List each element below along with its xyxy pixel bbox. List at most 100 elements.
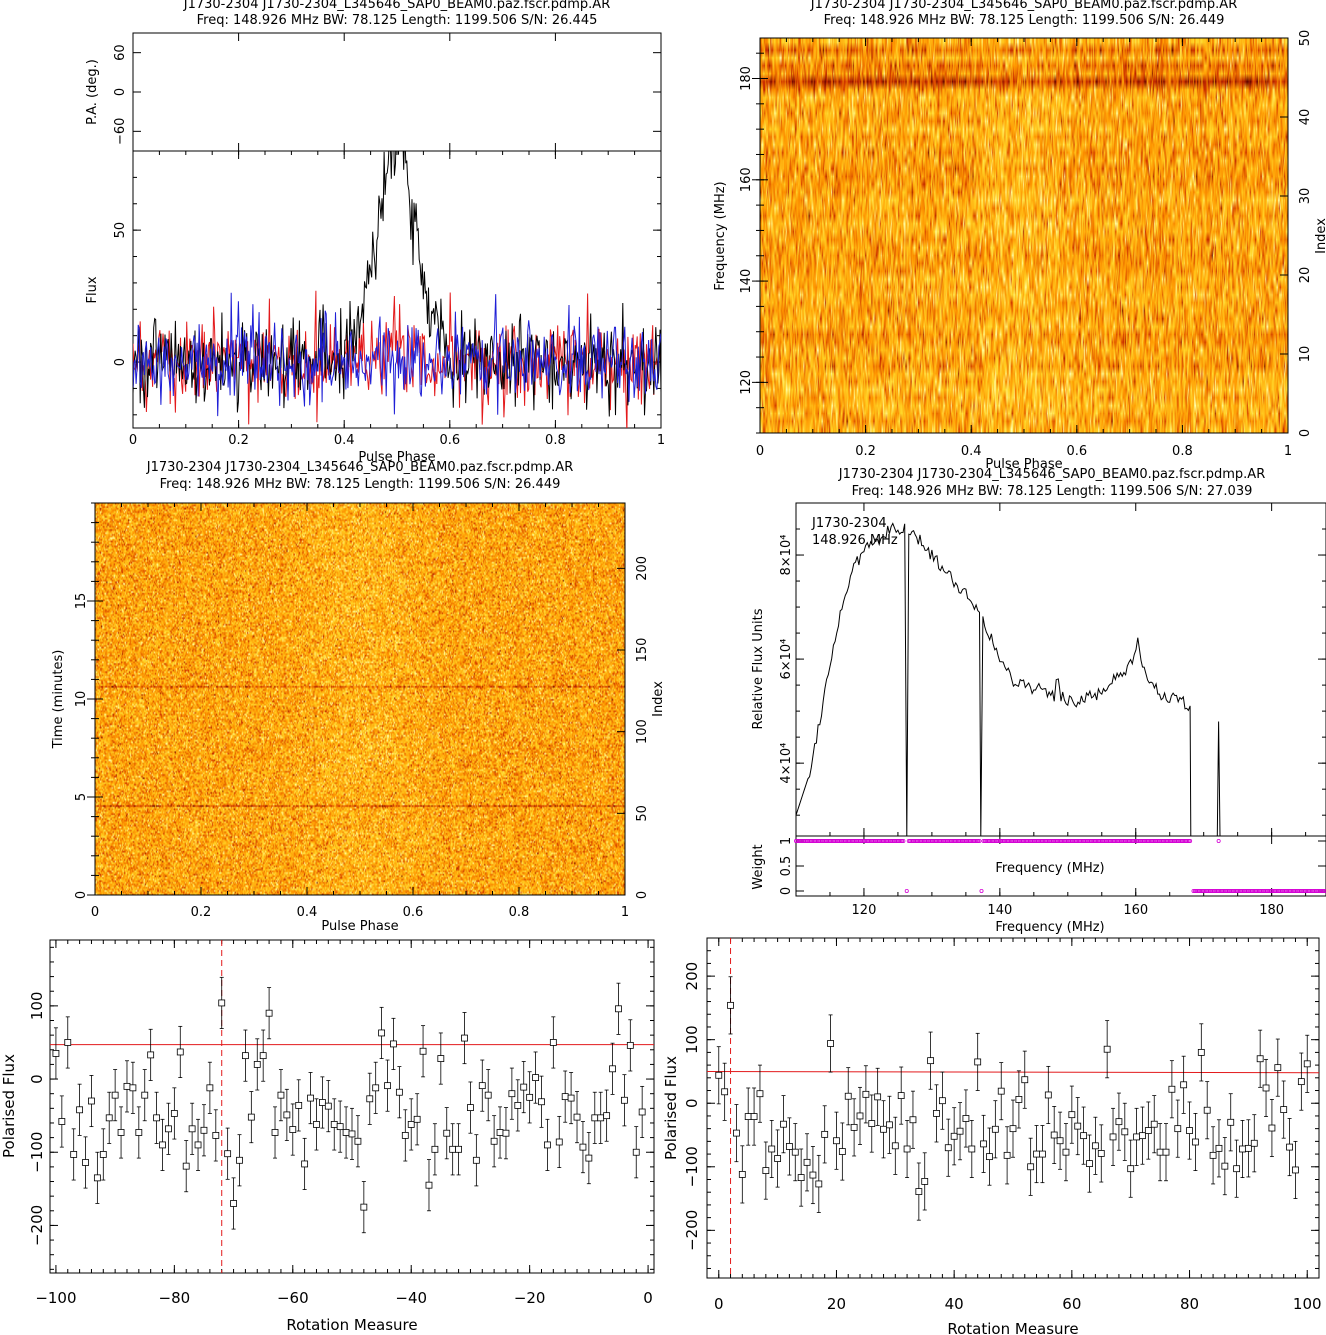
rm-data-point bbox=[324, 1102, 332, 1110]
rm-data-point bbox=[844, 1092, 852, 1100]
rm-data-point bbox=[938, 1097, 946, 1105]
rm-data-point bbox=[1256, 1055, 1264, 1063]
weight-marker bbox=[1248, 889, 1253, 894]
weight-marker bbox=[1110, 839, 1115, 844]
y-tick-label: 0 bbox=[28, 1074, 46, 1084]
weight-marker bbox=[1266, 889, 1271, 894]
weight-marker bbox=[917, 839, 922, 844]
rm-data-point bbox=[1168, 1085, 1176, 1093]
rm-data-point bbox=[467, 1104, 474, 1111]
weight-marker bbox=[1144, 839, 1149, 844]
weight-marker bbox=[959, 839, 964, 844]
weight-marker bbox=[830, 839, 835, 844]
bandpass-panel: J1730-2304 J1730-2304_L345646_SAP0_BEAM0… bbox=[751, 467, 1326, 935]
weight-marker bbox=[1046, 839, 1051, 844]
weight-marker bbox=[1076, 839, 1081, 844]
weight-marker bbox=[1260, 889, 1265, 894]
weight-marker bbox=[1186, 839, 1191, 844]
bandpass-frame bbox=[795, 502, 1326, 837]
rm-data-point bbox=[295, 1102, 303, 1109]
rm-data-point bbox=[974, 1058, 982, 1066]
weight-marker bbox=[1102, 839, 1107, 844]
weight-marker bbox=[923, 839, 928, 844]
x-tick-label: 0.4 bbox=[334, 433, 355, 448]
rm-data-point bbox=[354, 1137, 362, 1145]
rm-data-point bbox=[1192, 1138, 1199, 1146]
rm-data-point bbox=[1115, 1118, 1123, 1126]
rm-data-point bbox=[93, 1174, 101, 1182]
right-y-tick-label: 50 bbox=[635, 805, 650, 822]
rm-data-point bbox=[1292, 1166, 1299, 1174]
rm-data-point bbox=[401, 1132, 409, 1139]
weight-marker bbox=[1313, 889, 1318, 894]
x-tick-label: 0.8 bbox=[509, 905, 530, 920]
rm-data-point bbox=[886, 1121, 893, 1129]
weight-marker bbox=[1086, 839, 1091, 844]
weight-marker bbox=[833, 839, 838, 844]
weight-marker bbox=[1185, 839, 1190, 844]
weight-marker bbox=[972, 839, 977, 844]
weight-marker bbox=[973, 839, 978, 844]
weight-marker bbox=[1232, 889, 1237, 894]
weight-marker bbox=[996, 839, 1001, 844]
time-phase-right-y-label: Index bbox=[651, 681, 666, 717]
weight-marker bbox=[1225, 889, 1230, 894]
weight-marker bbox=[995, 839, 1000, 844]
weight-marker bbox=[1171, 839, 1176, 844]
weight-marker bbox=[1209, 889, 1214, 894]
weight-marker bbox=[1152, 839, 1157, 844]
weight-marker bbox=[1122, 839, 1127, 844]
weight-marker bbox=[876, 839, 881, 844]
weight-marker bbox=[1107, 839, 1112, 844]
rm-data-point bbox=[366, 1095, 374, 1103]
rm-data-point bbox=[413, 1115, 421, 1123]
y-tick-label: 10 bbox=[74, 691, 89, 708]
weight-marker bbox=[982, 839, 987, 844]
weight-marker bbox=[1072, 839, 1077, 844]
weight-tick-label: 0 bbox=[779, 887, 794, 895]
heatmap-image bbox=[760, 38, 1288, 433]
freq-phase-title-line2: Freq: 148.926 MHz BW: 78.125 Length: 119… bbox=[824, 13, 1225, 28]
weight-marker bbox=[1179, 839, 1184, 844]
weight-marker bbox=[913, 839, 918, 844]
rm-data-point bbox=[449, 1145, 457, 1153]
rm-negative-series-group bbox=[50, 940, 654, 1273]
rm-data-point bbox=[555, 1138, 563, 1146]
weight-marker bbox=[1053, 839, 1058, 844]
rm-data-point bbox=[1180, 1081, 1188, 1089]
rm-data-point bbox=[968, 1145, 976, 1153]
weight-marker bbox=[1033, 839, 1038, 844]
weight-marker bbox=[821, 839, 826, 844]
weight-marker bbox=[1068, 839, 1073, 844]
weight-marker bbox=[1198, 889, 1203, 894]
weight-marker bbox=[953, 839, 958, 844]
rm-data-point bbox=[626, 1041, 634, 1049]
rm-data-point bbox=[756, 1090, 764, 1098]
rm-data-point bbox=[715, 1071, 723, 1079]
rm-data-point bbox=[520, 1083, 528, 1091]
weight-marker bbox=[961, 839, 966, 844]
weight-marker bbox=[946, 839, 951, 844]
weight-marker bbox=[1129, 839, 1134, 844]
weight-marker bbox=[1069, 839, 1074, 844]
rm-data-point bbox=[372, 1084, 380, 1092]
weight-marker bbox=[1256, 889, 1261, 894]
weight-marker bbox=[931, 839, 936, 844]
weight-marker bbox=[1159, 839, 1164, 844]
rm-data-point bbox=[129, 1084, 137, 1092]
rm-data-point bbox=[1233, 1165, 1241, 1173]
weight-marker bbox=[1088, 839, 1093, 844]
weight-marker bbox=[1290, 889, 1295, 894]
pa-tick-label: −60 bbox=[113, 118, 128, 145]
weight-series-group bbox=[794, 839, 1326, 894]
weight-marker bbox=[840, 839, 845, 844]
weight-marker bbox=[1067, 839, 1072, 844]
profile-series-group bbox=[133, 151, 661, 428]
weight-marker bbox=[1151, 839, 1156, 844]
rm-data-point bbox=[153, 1114, 160, 1122]
x-tick-label: −80 bbox=[159, 1289, 191, 1307]
weight-marker bbox=[844, 839, 849, 844]
weight-marker bbox=[1019, 839, 1024, 844]
